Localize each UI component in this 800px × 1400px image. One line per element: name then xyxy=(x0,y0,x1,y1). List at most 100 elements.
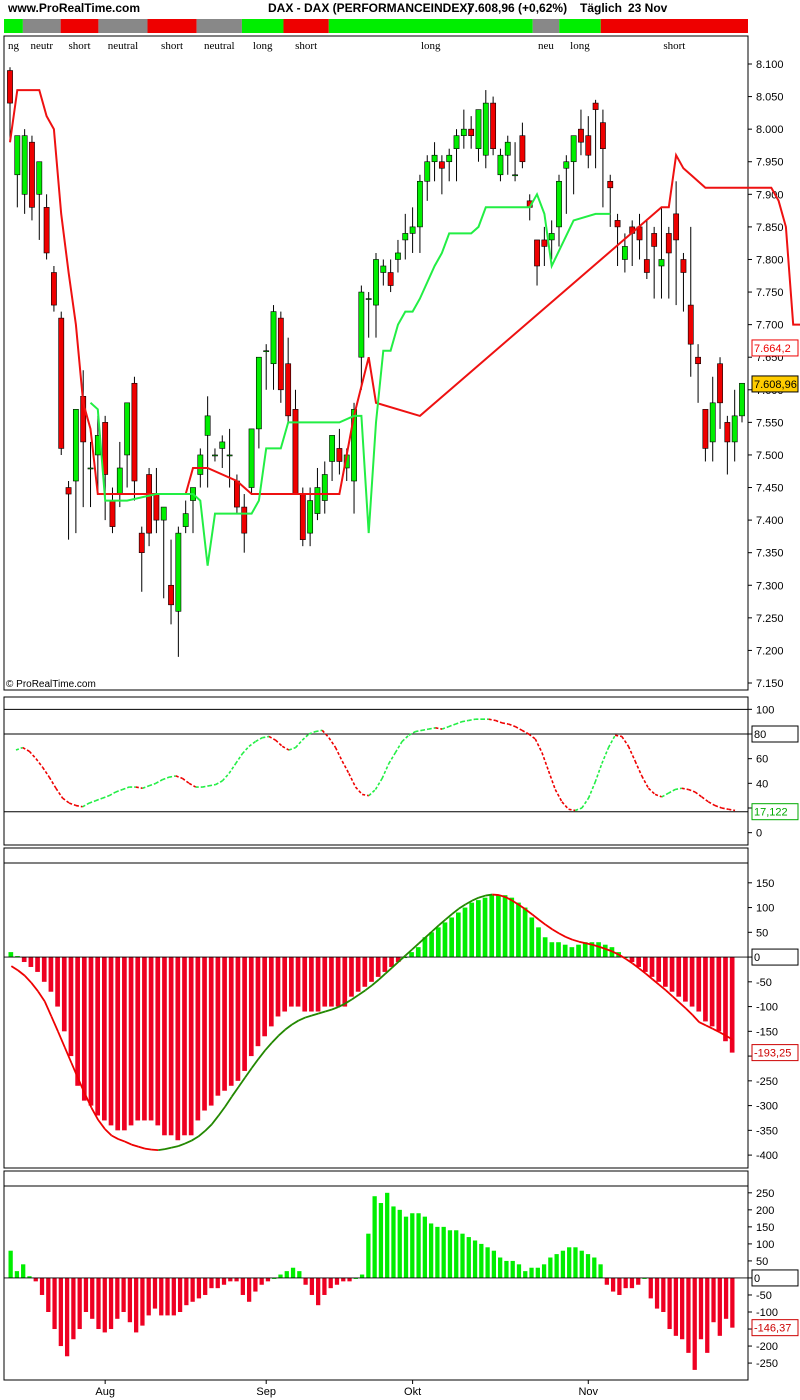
price-axis-tick-label: 7.150 xyxy=(756,678,784,690)
macd-signal-segment xyxy=(691,1014,700,1023)
candle-up xyxy=(431,154,438,163)
candle-down xyxy=(241,506,248,534)
candle-down xyxy=(651,233,658,247)
macd-panel-bar-negative xyxy=(295,957,301,1007)
candle-up xyxy=(358,291,365,358)
candle-down xyxy=(578,128,584,143)
macd-panel-bar-positive xyxy=(542,937,548,958)
momentum-panel-bar-negative xyxy=(39,1277,45,1295)
momentum-panel-bar-negative xyxy=(152,1277,158,1309)
stochastic-segment xyxy=(554,789,563,803)
stochastic-axis-tick-label: 100 xyxy=(756,704,774,716)
candle-up xyxy=(351,409,357,482)
momentum-panel-bar-negative xyxy=(322,1277,327,1295)
macd-signal-segment xyxy=(438,918,447,926)
stochastic-segment xyxy=(288,746,296,751)
macd-panel-bar-negative xyxy=(683,957,688,1002)
macd-signal-segment xyxy=(117,1138,126,1143)
momentum-panel-bar-negative xyxy=(698,1277,704,1340)
signal-label: long xyxy=(421,40,441,52)
momentum-panel-bar-positive xyxy=(297,1271,302,1278)
candle-down xyxy=(51,272,57,306)
momentum-panel-bar-negative xyxy=(83,1277,89,1312)
momentum-panel-bar-negative xyxy=(58,1277,63,1347)
momentum-panel: 250200150100500-50-100-150-200-2500-146,… xyxy=(3,1170,799,1381)
macd-panel-bar-negative xyxy=(88,957,94,1106)
candle-up xyxy=(307,500,314,534)
macd-signal-segment xyxy=(625,958,633,965)
macd-panel-bar-positive xyxy=(549,942,555,958)
momentum-panel-bar-negative xyxy=(604,1277,609,1285)
price-axis-tick-label: 8.050 xyxy=(756,92,784,104)
header-date: 23 Nov xyxy=(628,1,668,15)
price-last-label-box xyxy=(751,339,799,357)
macd-signal-segment xyxy=(204,1123,213,1132)
stochastic-segment xyxy=(501,722,509,725)
macd-signal-segment xyxy=(531,913,540,921)
stochastic-segment xyxy=(461,719,469,723)
macd-signal-segment xyxy=(184,1139,193,1145)
stochastic-segment xyxy=(328,737,337,749)
macd-panel-axis-tick-label: -250 xyxy=(756,1076,778,1088)
price-axis-tick-label: 7.300 xyxy=(756,580,784,592)
candle-up xyxy=(365,298,372,300)
candle-up xyxy=(160,506,167,521)
candle-up xyxy=(556,180,562,228)
momentum-panel-bar-positive xyxy=(529,1267,534,1278)
macd-signal-segment xyxy=(210,1115,220,1125)
site-url[interactable]: www.ProRealTime.com xyxy=(8,1,141,15)
signal-segment-neutral xyxy=(22,19,61,33)
stochastic-segment xyxy=(421,728,429,732)
momentum-panel-bar-positive xyxy=(585,1254,591,1278)
timeframe-label[interactable]: Täglich xyxy=(580,1,623,15)
momentum-panel-value-label-box xyxy=(751,1319,799,1337)
signal-segment-neutral xyxy=(532,19,560,33)
candle-down xyxy=(673,213,680,241)
x-axis-label: Sep xyxy=(256,1386,276,1398)
momentum-panel-bar-negative xyxy=(303,1277,308,1285)
candle-up xyxy=(621,246,628,260)
macd-signal-segment xyxy=(678,1001,687,1010)
momentum-panel-bar-positive xyxy=(385,1192,390,1278)
macd-signal-segment xyxy=(324,1008,333,1013)
macd-signal-segment xyxy=(50,1016,59,1033)
macd-signal-segment xyxy=(471,896,480,902)
stochastic-segment xyxy=(122,786,130,791)
macd-panel-bar-negative xyxy=(162,957,167,1136)
macd-panel-bar-positive xyxy=(582,942,588,958)
macd-panel-bar-positive xyxy=(596,942,601,958)
candle-down xyxy=(585,135,592,156)
signal-label: neu xyxy=(538,40,554,52)
stochastic-segment xyxy=(281,745,290,751)
candle-up xyxy=(446,154,453,163)
macd-panel-bar-negative xyxy=(215,957,221,1096)
macd-panel-bar-positive xyxy=(536,927,541,958)
candle-down xyxy=(541,239,548,247)
macd-panel-bar-negative xyxy=(329,957,334,1007)
stochastic-segment xyxy=(295,739,303,749)
macd-signal-segment xyxy=(111,1134,119,1140)
momentum-panel-bar-negative xyxy=(253,1277,258,1292)
macd-signal-segment xyxy=(318,1010,326,1015)
macd-panel-bar-negative xyxy=(389,957,394,967)
stochastic-segment xyxy=(694,791,703,798)
x-axis-label: Aug xyxy=(95,1386,115,1398)
stochastic-segment xyxy=(15,746,23,751)
momentum-panel-bar-negative xyxy=(177,1277,183,1312)
macd-signal-segment xyxy=(525,908,533,916)
macd-panel-bar-negative xyxy=(102,957,107,1121)
price-axis-tick-label: 7.750 xyxy=(756,287,784,299)
stochastic-panel: 1008060402008017,122 xyxy=(3,696,799,846)
macd-panel-bar-negative xyxy=(709,957,715,1027)
macd-panel-bar-negative xyxy=(202,957,207,1111)
momentum-panel-bar-negative xyxy=(667,1277,672,1330)
stochastic-segment xyxy=(627,746,636,762)
trailing-stop-short-line xyxy=(9,89,800,495)
macd-panel-bar-negative xyxy=(115,957,121,1131)
momentum-panel-bar-negative xyxy=(711,1277,716,1323)
candle-up xyxy=(402,233,409,241)
candle-up xyxy=(512,174,518,177)
macd-panel-bar-negative xyxy=(369,957,374,982)
macd-panel-value-label-text: -193,25 xyxy=(754,1048,791,1060)
